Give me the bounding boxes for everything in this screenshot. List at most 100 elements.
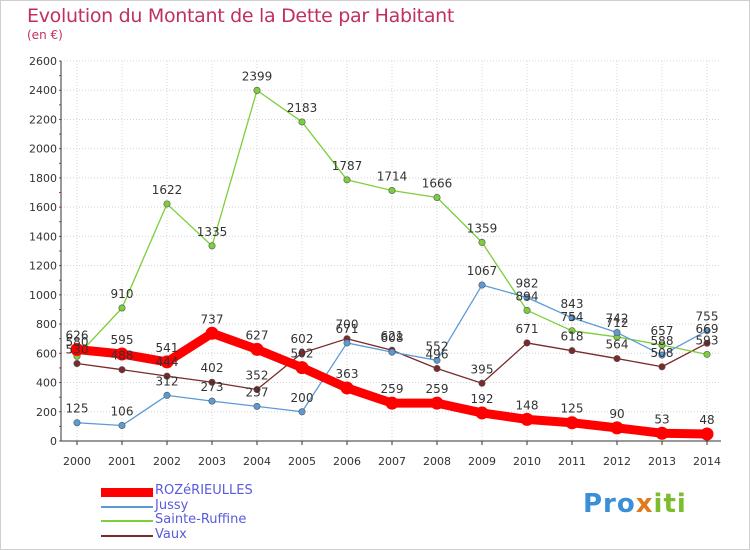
logo-part-3: iti — [653, 489, 687, 519]
data-label: 273 — [201, 380, 224, 394]
data-point-1 — [208, 397, 216, 405]
data-label: 402 — [201, 361, 224, 375]
data-label: 742 — [606, 312, 629, 326]
data-point-3 — [298, 349, 306, 357]
y-tick-label: 2400 — [29, 84, 57, 97]
x-tick-label: 2001 — [108, 455, 136, 468]
data-label: 259 — [381, 382, 404, 396]
data-point-1 — [343, 339, 351, 347]
data-point-3 — [253, 386, 261, 394]
y-tick-label: 2600 — [29, 55, 57, 68]
data-point-1 — [73, 419, 81, 427]
data-label: 125 — [66, 402, 89, 416]
data-label: 1359 — [467, 221, 498, 235]
x-tick-label: 2006 — [333, 455, 361, 468]
data-point-2 — [343, 176, 351, 184]
data-point-0 — [610, 421, 624, 435]
data-point-2 — [208, 242, 216, 250]
data-point-3 — [478, 379, 486, 387]
data-label: 1666 — [422, 177, 453, 191]
data-label: 502 — [291, 347, 314, 361]
data-point-0 — [655, 426, 669, 440]
x-tick-label: 2012 — [603, 455, 631, 468]
data-point-0 — [70, 343, 84, 357]
data-label: 618 — [561, 330, 584, 344]
data-label: 588 — [651, 334, 674, 348]
data-label: 580 — [66, 335, 89, 349]
data-label: 508 — [651, 346, 674, 360]
data-label: 2399 — [242, 69, 273, 83]
data-label: 90 — [609, 407, 624, 421]
x-tick-label: 2008 — [423, 455, 451, 468]
data-point-0 — [565, 416, 579, 430]
data-label: 363 — [336, 367, 359, 381]
data-point-1 — [478, 281, 486, 289]
data-label: 48 — [699, 413, 714, 427]
data-label: 148 — [516, 398, 539, 412]
legend-label: Jussy — [155, 497, 189, 513]
data-label: 259 — [426, 382, 449, 396]
data-point-2 — [703, 350, 711, 358]
data-label: 552 — [426, 339, 449, 353]
x-tick-label: 2013 — [648, 455, 676, 468]
data-label: 53 — [654, 412, 669, 426]
data-point-1 — [703, 327, 711, 335]
data-label: 755 — [696, 310, 719, 324]
data-point-1 — [388, 348, 396, 356]
data-point-0 — [250, 342, 264, 356]
data-point-0 — [475, 406, 489, 420]
data-label: 496 — [426, 348, 449, 362]
y-tick-label: 800 — [36, 318, 57, 331]
data-label: 488 — [111, 349, 134, 363]
data-label: 200 — [291, 391, 314, 405]
y-tick-label: 200 — [36, 406, 57, 419]
data-label: 395 — [471, 362, 494, 376]
data-point-2 — [298, 118, 306, 126]
plot-area — [61, 61, 721, 441]
data-label: 593 — [696, 333, 719, 347]
y-tick-label: 1800 — [29, 172, 57, 185]
y-tick-label: 2000 — [29, 143, 57, 156]
data-label: 1714 — [377, 169, 408, 183]
data-point-3 — [433, 365, 441, 373]
data-label: 657 — [651, 324, 674, 338]
data-label: 671 — [336, 322, 359, 336]
data-label: 2183 — [287, 101, 318, 115]
data-point-1 — [613, 329, 621, 337]
data-label: 192 — [471, 392, 494, 406]
data-label: 1335 — [197, 225, 228, 239]
data-point-3 — [613, 355, 621, 363]
proxiti-logo: Proxiti — [583, 489, 687, 519]
data-point-1 — [253, 402, 261, 410]
data-label: 843 — [561, 297, 584, 311]
data-label: 626 — [66, 329, 89, 343]
data-point-0 — [340, 381, 354, 395]
data-label: 910 — [111, 287, 134, 301]
data-point-2 — [163, 200, 171, 208]
data-point-3 — [568, 347, 576, 355]
data-point-1 — [298, 408, 306, 416]
x-tick-label: 2011 — [558, 455, 586, 468]
data-label: 621 — [381, 329, 404, 343]
data-point-0 — [430, 396, 444, 410]
legend-swatch — [101, 534, 153, 537]
data-label: 700 — [336, 318, 359, 332]
x-tick-label: 2014 — [693, 455, 721, 468]
x-tick-label: 2005 — [288, 455, 316, 468]
data-point-3 — [523, 339, 531, 347]
data-point-0 — [115, 347, 129, 361]
data-point-2 — [253, 86, 261, 94]
data-label: 444 — [156, 355, 179, 369]
data-label: 312 — [156, 374, 179, 388]
data-point-2 — [568, 327, 576, 335]
x-tick-label: 2009 — [468, 455, 496, 468]
y-tick-label: 600 — [36, 347, 57, 360]
data-label: 894 — [516, 289, 539, 303]
legend-label: Vaux — [155, 526, 187, 542]
legend-swatch — [101, 487, 153, 497]
legend-swatch — [101, 520, 153, 522]
legend-label: Sainte-Ruffine — [155, 512, 247, 527]
data-label: 125 — [561, 402, 584, 416]
